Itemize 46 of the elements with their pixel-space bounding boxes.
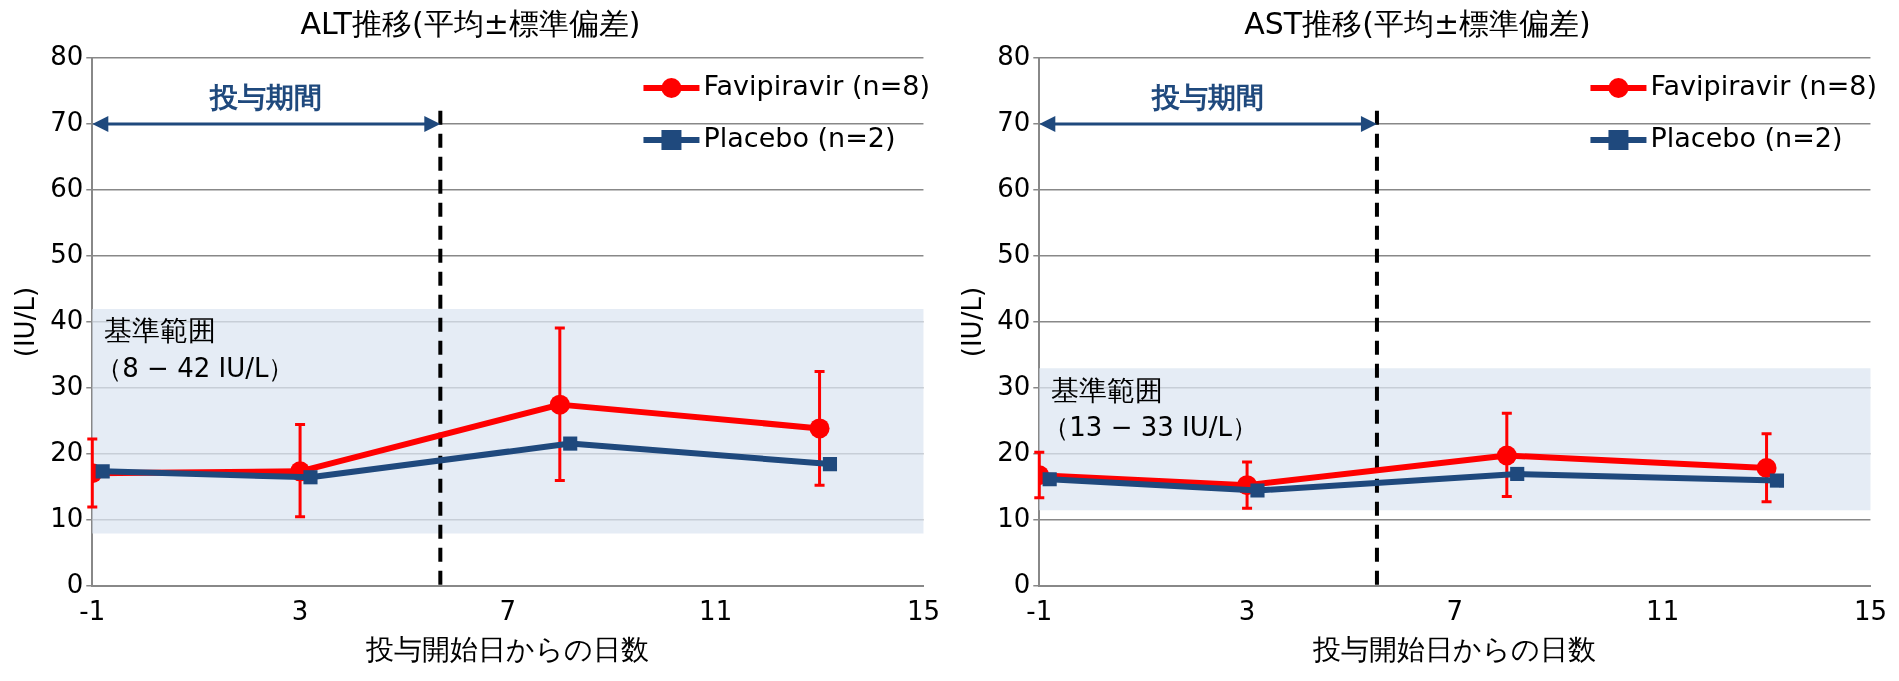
y-tick-label: 20 (50, 436, 84, 467)
x-tick-label: 7 (499, 595, 517, 626)
y-tick-label: 40 (997, 304, 1031, 335)
y-tick-label: 10 (50, 502, 84, 533)
point (809, 418, 830, 439)
y-axis-title: (IU/L) (10, 286, 41, 358)
y-tick-label: 30 (997, 370, 1031, 401)
point (95, 464, 110, 479)
y-tick-label: 80 (997, 40, 1031, 71)
point (563, 436, 578, 451)
point (549, 394, 570, 415)
y-tick-label: 80 (50, 40, 84, 71)
band-label: 基準範囲 (104, 314, 217, 348)
y-tick-label: 20 (997, 436, 1031, 467)
annotation: （8 − 42 IU/L） (96, 352, 295, 383)
point (303, 470, 318, 485)
x-tick-label: 3 (1238, 595, 1256, 626)
y-tick-label: 50 (50, 238, 84, 269)
y-axis-title: (IU/L) (957, 286, 988, 358)
y-tick-label: 30 (50, 370, 84, 401)
band-label: 基準範囲 (1051, 373, 1164, 407)
x-tick-label: 15 (906, 595, 940, 626)
x-tick-label: 15 (1853, 595, 1887, 626)
x-axis-title: 投与開始日からの日数 (1312, 633, 1597, 667)
y-tick-label: 70 (997, 106, 1031, 137)
y-tick-label: 70 (50, 106, 84, 137)
x-tick-label: 11 (1646, 595, 1680, 626)
x-tick-label: 11 (699, 595, 733, 626)
x-tick-label: 7 (1446, 595, 1464, 626)
x-axis-title: 投与開始日からの日数 (365, 633, 650, 667)
annotation: 投与期間 (209, 81, 323, 115)
legend-label: Favipiravir (n=8) (703, 70, 930, 102)
legend-label: Placebo (n=2) (1650, 122, 1843, 154)
y-tick-label: 40 (50, 304, 84, 335)
legend-label: Placebo (n=2) (703, 122, 896, 154)
y-tick-label: 10 (997, 502, 1031, 533)
point (822, 456, 838, 472)
annotation: 投与期間 (1151, 81, 1265, 115)
y-tick-label: 60 (50, 172, 84, 203)
annotation: （13 − 33 IU/L） (1043, 412, 1258, 443)
x-tick-label: 3 (291, 595, 309, 626)
chart-title: AST推移(平均±標準偏差) (1244, 5, 1591, 41)
legend-label: Favipiravir (n=8) (1650, 70, 1877, 102)
y-tick-label: 60 (997, 172, 1031, 203)
chart-title: ALT推移(平均±標準偏差) (300, 5, 641, 41)
y-tick-label: 50 (997, 238, 1031, 269)
